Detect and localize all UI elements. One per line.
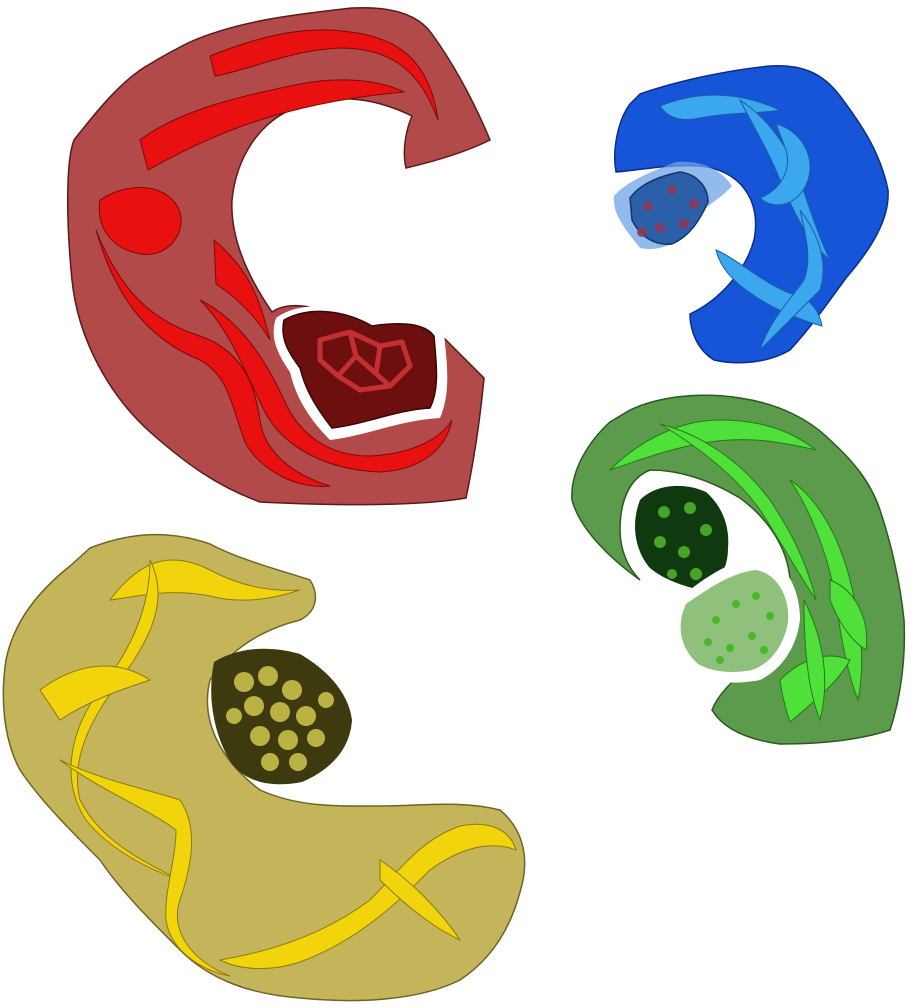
blue-ligand — [613, 161, 732, 250]
blue-protein-complex — [613, 64, 889, 364]
yellow-ribbon — [39, 559, 517, 977]
green-protein-complex — [571, 394, 906, 745]
green-ligand-primary — [635, 485, 729, 590]
red-ligand — [273, 306, 448, 440]
yellow-protein-complex — [2, 533, 526, 1002]
green-ribbon — [609, 419, 868, 723]
green-ligand-secondary — [671, 556, 800, 683]
red-protein-complex — [67, 6, 491, 506]
red-ribbon — [95, 29, 453, 488]
blue-ribbon — [659, 94, 831, 351]
yellow-ligand — [211, 648, 352, 785]
